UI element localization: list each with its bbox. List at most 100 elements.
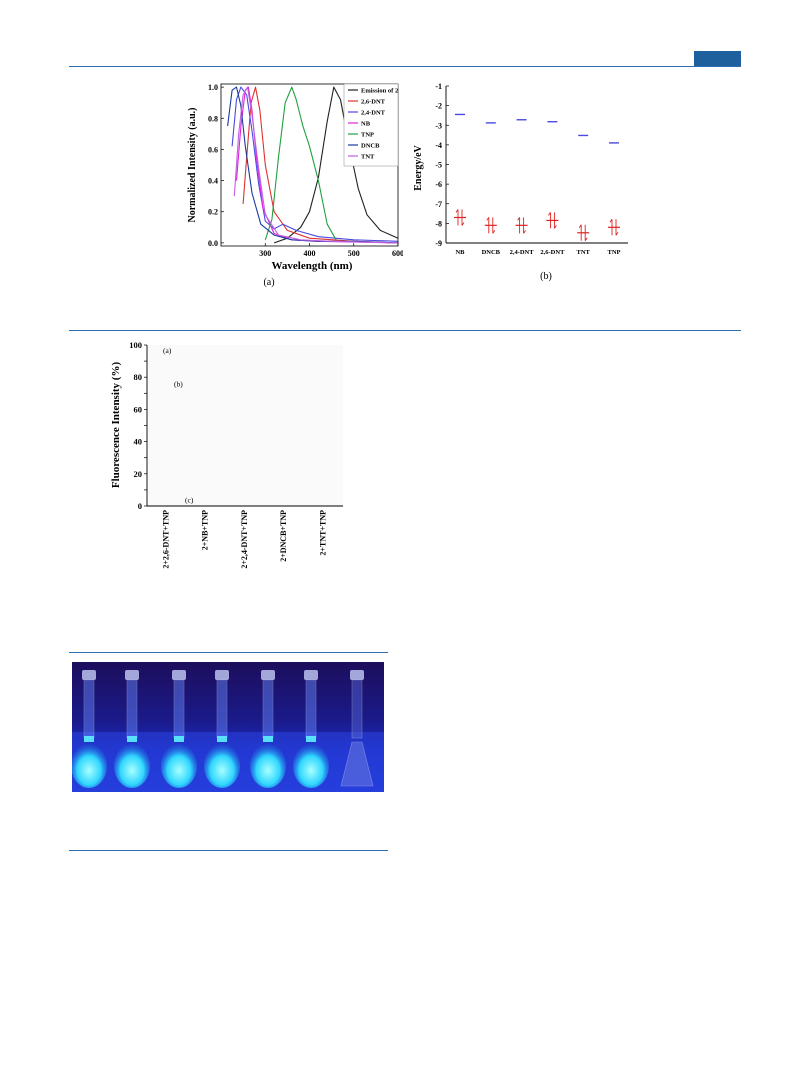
flask-liquid-line [174,736,184,742]
spin-up-arrow [578,224,582,241]
series-line [264,86,337,241]
y-tick-label: -7 [435,200,442,209]
flask-glow [114,744,150,788]
flask-liquid-line [84,736,94,742]
figure-divider [69,330,741,331]
x-tick-label: DNCB [482,249,501,256]
x-tick-label: 600 [392,249,403,258]
y-tick-label: 0 [138,501,142,511]
x-tick-label: 2+2,6-DNT+TNP [162,510,171,569]
spin-up-arrow [548,212,551,229]
flask-stopper [82,670,96,680]
series-label: (a) [163,346,172,355]
header-tab [694,51,741,66]
x-tick-label: 2+TNT+TNP [318,510,327,556]
y-tick-label: -6 [435,180,442,189]
y-tick-label: -8 [435,219,442,228]
series-line [233,86,399,244]
y-tick-label: 0.6 [208,145,218,154]
figure-divider [69,850,388,851]
figure-divider [69,652,388,653]
legend-box [343,83,399,167]
flask-neck [262,679,274,739]
x-tick-label: 500 [348,249,360,258]
y-axis-label: Fluorescence Intensity (%) [110,362,122,489]
spectra-chart: 300 400 500 600 0.0 0.2 0.4 0.6 0.8 1.0 Emission … [187,83,403,288]
legend-label: Emission of 2 [361,88,398,95]
x-tick-label: 2,6-DNT [540,249,565,256]
spin-up-arrow [486,217,490,234]
series-label: (c) [185,495,194,504]
legend-label: TNT [361,154,375,161]
y-tick-label: -2 [435,102,442,111]
y-axis-label: Energy/eV [413,144,424,190]
flask-stopper [304,670,318,680]
panel-label: (b) [540,271,552,282]
flask-neck [83,679,95,739]
flask-liquid-line [263,736,273,742]
flask-body [340,741,374,787]
spin-down-arrow [492,217,496,234]
x-tick-label: TNP [608,249,621,256]
spin-up-arrow [517,217,521,234]
flask-neck [173,679,185,739]
y-tick-label: -4 [435,141,442,150]
flask-glow [161,744,197,788]
flask-glow [250,744,286,788]
flask-glow [293,744,329,788]
spin-up-arrow [455,209,459,226]
y-tick-label: 20 [134,469,143,479]
spin-up-arrow [609,219,613,236]
y-tick-label: 0.8 [208,114,218,123]
legend-label: TNP [361,132,374,139]
x-tick-label: 2+2,4-DNT+TNP [240,510,249,569]
legend-label: DNCB [361,143,380,150]
y-tick-label: -9 [435,239,442,248]
energy-level-chart: -1 -2 -3 -4 -5 -6 -7 -8 -9 NB DNCB 2,4-DNT 2,6-DNT TN… [413,82,628,282]
panel-label: (a) [263,277,274,288]
legend-label: NB [361,121,371,128]
series-line [273,86,399,244]
series-label: (b) [174,379,183,388]
flask-neck [305,679,317,739]
x-axis-label: Wavelength (nm) [272,260,353,272]
y-tick-label: 0.4 [208,177,218,186]
legend-label: 2,4-DNT [361,110,386,117]
x-tick-label: 300 [259,249,271,258]
flask-stopper [172,670,186,680]
spin-down-arrow [615,219,619,236]
flask-stopper [350,670,364,680]
flask-neck [351,679,363,739]
y-tick-label: 40 [134,437,143,447]
flask-neck [126,679,138,739]
y-tick-label: 1.0 [208,83,218,92]
flask-glow [72,744,107,788]
flask-glow [204,744,240,788]
series-line [231,86,399,242]
x-tick-label: 400 [304,249,316,258]
x-tick-label: TNT [577,249,591,256]
uv-flask-photo [72,662,384,792]
spin-down-arrow [461,209,465,226]
x-tick-label: NB [455,249,465,256]
flask-stopper [125,670,139,680]
flask-liquid-line [127,736,137,742]
y-tick-label: 100 [129,340,142,350]
legend-label: 2,6-DNT [361,99,386,106]
x-tick-label: 2+DNCB+TNP [279,510,288,562]
flask-stopper [261,670,275,680]
series-line [242,86,399,244]
spin-down-arrow [523,217,526,234]
y-tick-label: 60 [134,404,143,414]
plot-background [147,345,343,506]
spin-down-arrow [584,224,588,242]
header-rule [69,66,741,67]
y-tick-label: -3 [435,121,442,130]
y-tick-label: -1 [435,82,442,91]
fluorescence-bar-chart: 0 20 40 60 80 100 2+2,6-DNT+TNP 2+NB+TNP 2+2,4-D… [110,340,343,569]
y-tick-label: 0.0 [208,239,218,248]
flask-liquid-line [306,736,316,742]
x-tick-label: 2+NB+TNP [201,510,210,550]
flask-liquid-line [217,736,227,742]
flask-stopper [215,670,229,680]
